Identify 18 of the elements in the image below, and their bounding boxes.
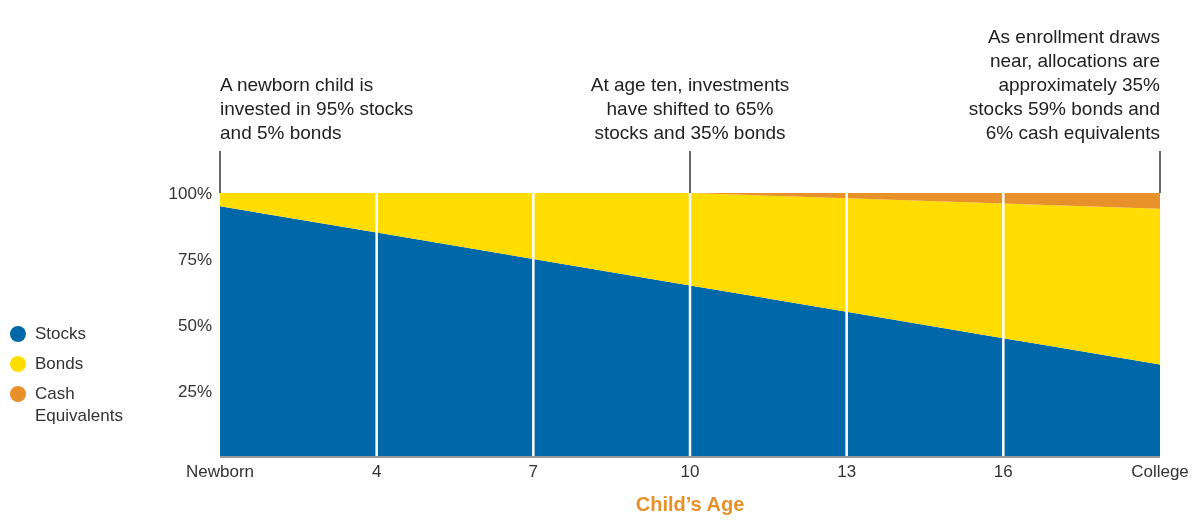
x-tick-label: 16 <box>993 462 1013 482</box>
legend-label: Cash Equivalents <box>35 383 124 427</box>
annotation: As enrollment draws near, allocations are approximately 35% stocks 59% bonds and 6% cash equivalents <box>967 25 1160 145</box>
y-tick-label: 75% <box>177 250 212 270</box>
y-tick-label: 100% <box>168 184 212 204</box>
y-tick-label: 25% <box>177 382 212 402</box>
x-tick-label: 13 <box>837 462 857 482</box>
y-tick-label: 50% <box>177 316 212 336</box>
x-tick-label: College <box>1131 462 1189 482</box>
x-tick-label: 7 <box>528 462 539 482</box>
x-tick-label: 10 <box>680 462 700 482</box>
x-axis-title: Child’s Age <box>634 493 746 516</box>
x-tick-label: 4 <box>371 462 382 482</box>
annotation: A newborn child is invested in 95% stocks and 5% bonds <box>220 73 415 145</box>
legend-label: Bonds <box>35 353 85 375</box>
legend-label: Stocks <box>35 323 88 345</box>
x-tick-label: Newborn <box>185 462 255 482</box>
annotation: At age ten, investments have shifted to 65% stocks and 35% bonds <box>590 73 790 145</box>
